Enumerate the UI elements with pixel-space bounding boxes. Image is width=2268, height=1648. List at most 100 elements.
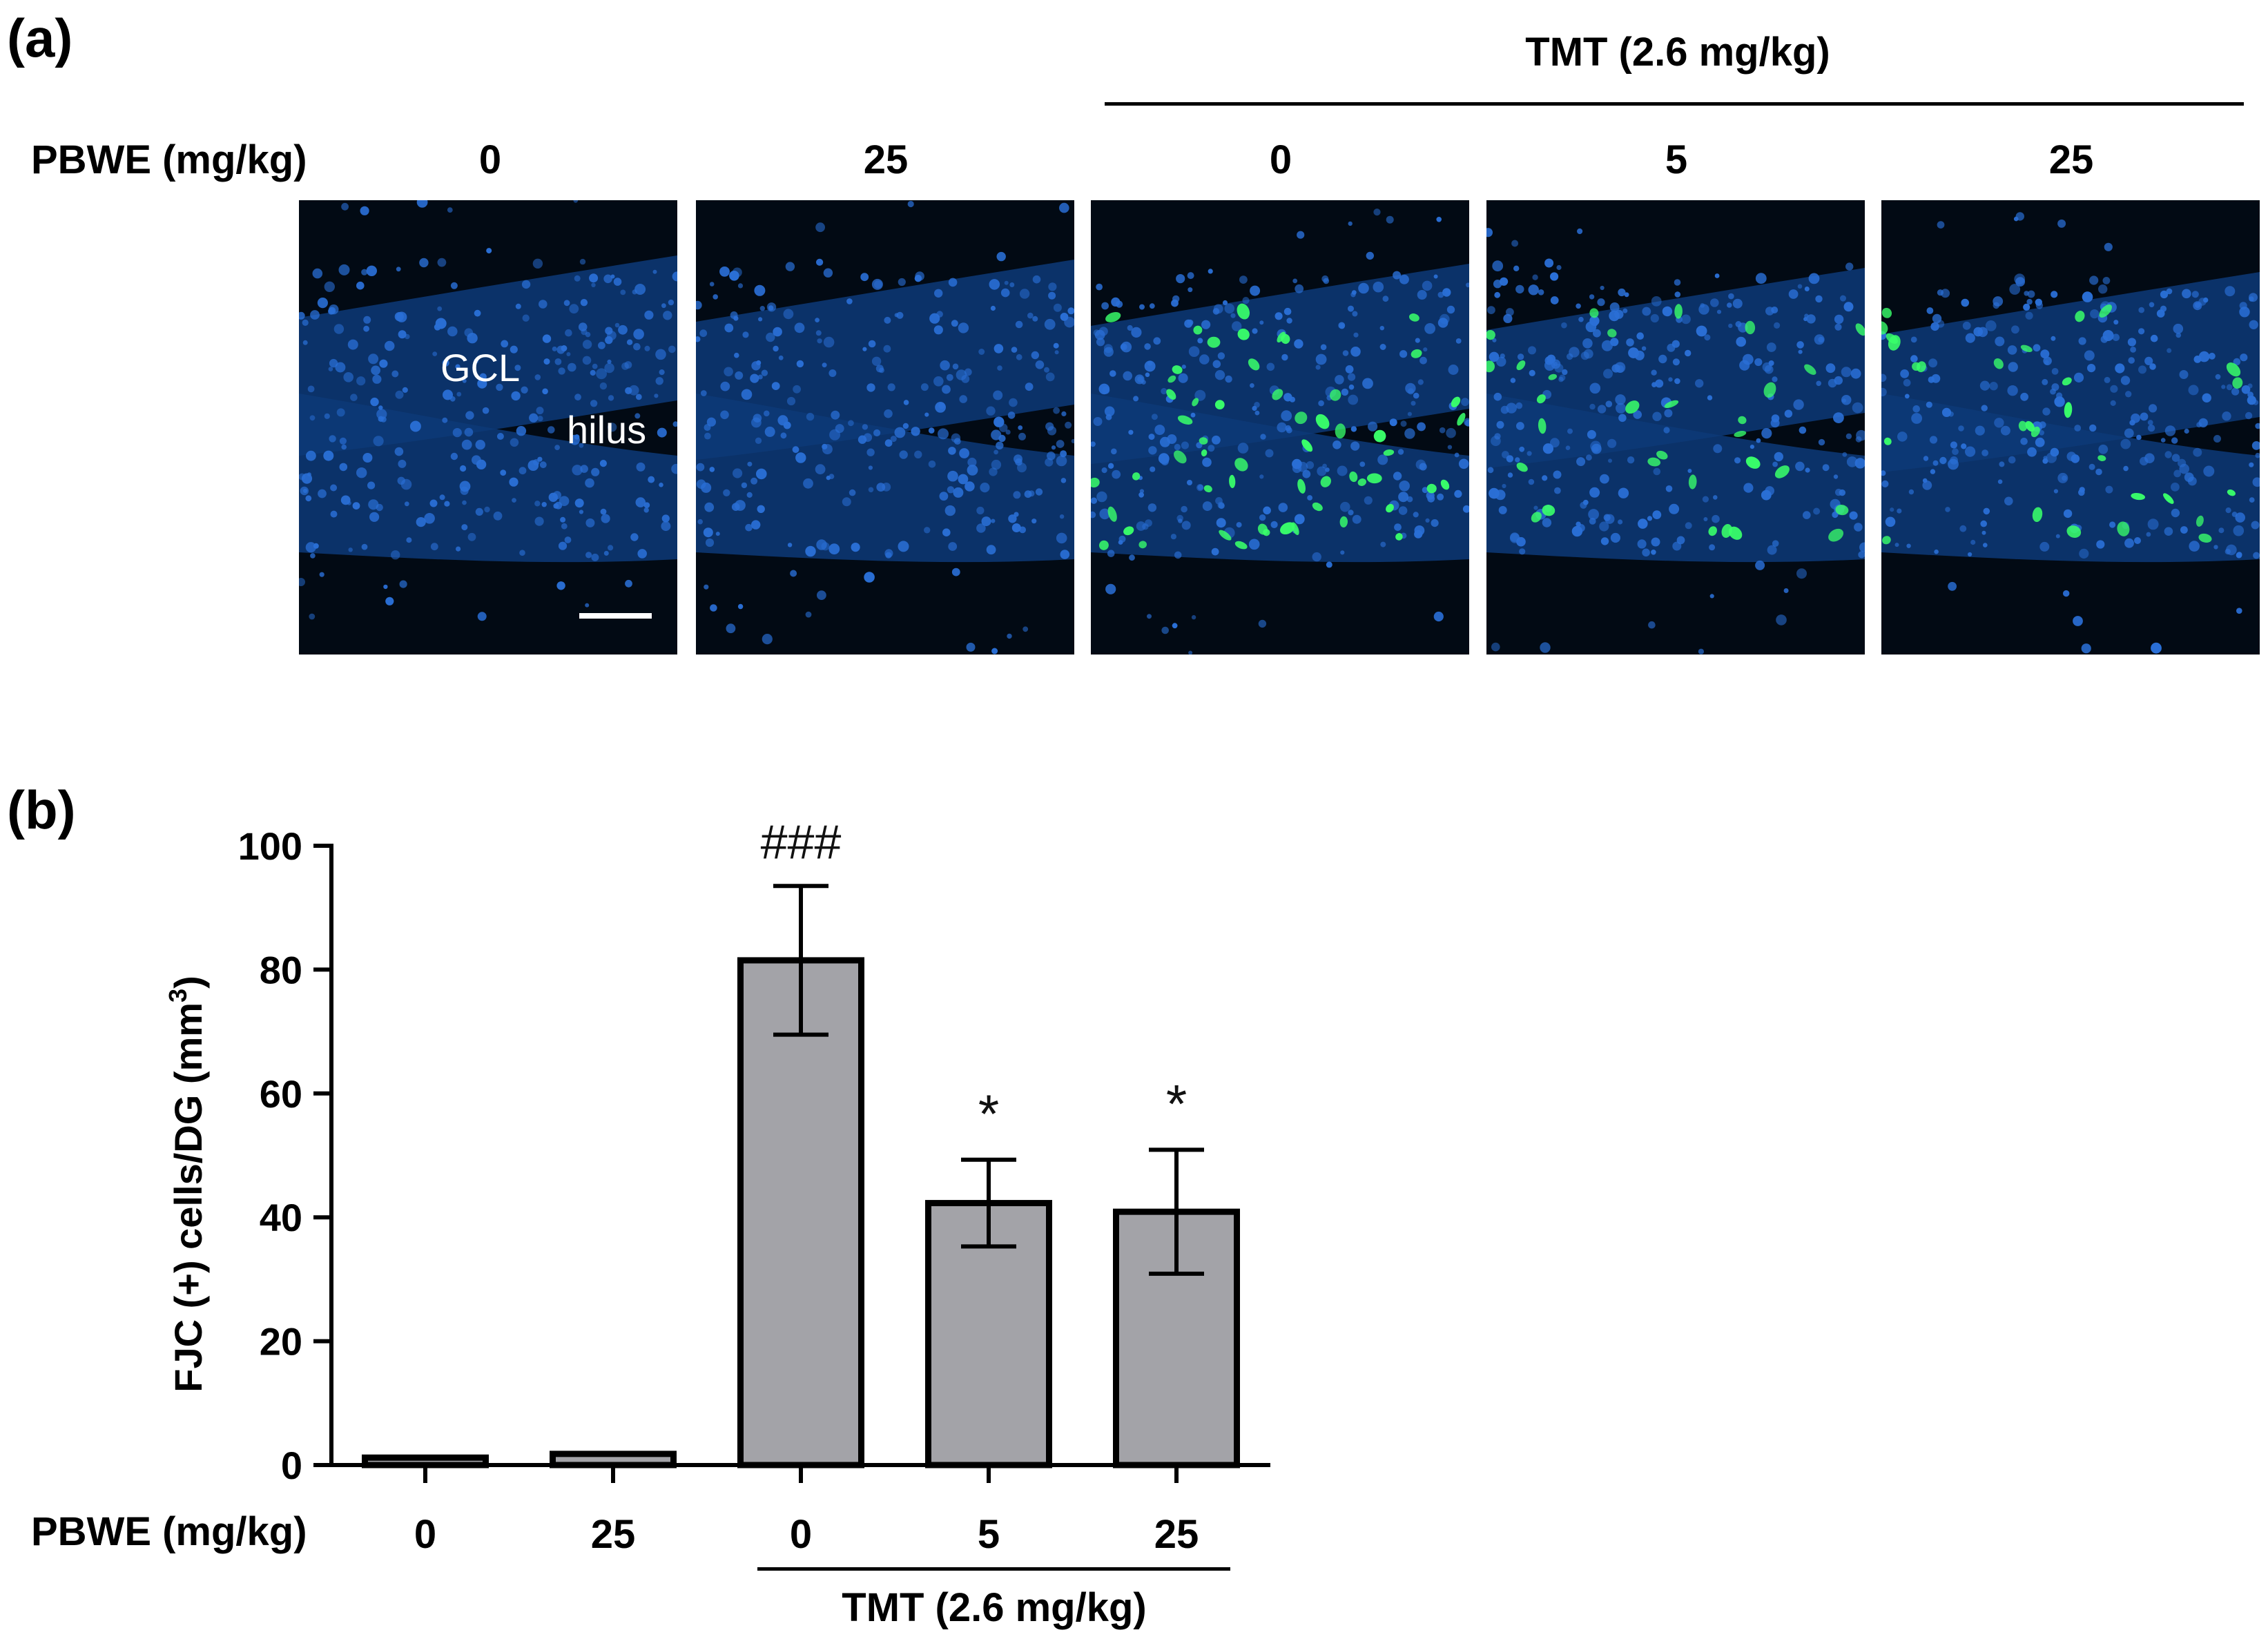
nucleus [1941, 407, 1952, 417]
nucleus [305, 542, 316, 553]
nucleus [579, 258, 586, 265]
nucleus [1487, 467, 1494, 474]
nucleus [1252, 328, 1258, 334]
nucleus [1941, 289, 1950, 298]
nucleus [741, 482, 748, 489]
nucleus [1397, 449, 1404, 455]
fjc-positive-cell [2097, 455, 2106, 461]
nucleus [1147, 614, 1152, 619]
nucleus [1850, 368, 1861, 379]
nucleus [1326, 561, 1332, 568]
nucleus [558, 367, 565, 375]
fjc-positive-cell [2064, 402, 2073, 418]
nucleus [1806, 314, 1816, 324]
nucleus [1413, 512, 1419, 518]
nucleus [1628, 347, 1639, 358]
nucleus [2007, 345, 2017, 355]
nucleus [1506, 403, 1517, 414]
nucleus [406, 537, 412, 543]
nucleus [455, 364, 461, 369]
nucleus [371, 365, 380, 376]
nucleus [2239, 307, 2250, 318]
nucleus [730, 311, 738, 319]
nucleus [1815, 295, 1823, 303]
nucleus [822, 362, 827, 368]
fjc-positive-cell [1738, 416, 1747, 425]
nucleus [815, 330, 822, 336]
nucleus [1188, 287, 1193, 293]
nucleus [585, 478, 594, 488]
nucleus [2231, 512, 2238, 517]
nucleus [1930, 322, 1939, 331]
nucleus [2073, 372, 2084, 382]
nucleus [994, 344, 1004, 353]
nucleus [737, 283, 744, 289]
nucleus [933, 376, 944, 387]
nucleus [378, 405, 383, 410]
nucleus [1517, 353, 1524, 360]
nucleus [496, 383, 503, 391]
nucleus [1216, 518, 1226, 528]
nucleus [2081, 643, 2091, 654]
nucleus [2098, 444, 2109, 454]
nucleus [580, 299, 588, 307]
nucleus [1569, 347, 1580, 358]
nucleus [572, 465, 583, 476]
nucleus [2102, 277, 2111, 284]
micrograph-5 [1881, 200, 2260, 655]
nucleus [806, 412, 815, 421]
nucleus [317, 298, 328, 309]
nucleus [2051, 336, 2056, 341]
nucleus [1993, 296, 2004, 307]
nucleus [1071, 438, 1074, 444]
nucleus [537, 416, 543, 422]
nucleus [1104, 406, 1115, 417]
nucleus [1608, 458, 1612, 463]
nucleus [1932, 460, 1939, 466]
nucleus [461, 524, 468, 531]
nucleus [1858, 551, 1865, 559]
nucleus [903, 400, 909, 405]
nucleus [1123, 371, 1132, 381]
nucleus [330, 510, 338, 518]
nucleus [1755, 273, 1767, 284]
nucleus [579, 443, 584, 448]
nucleus [1065, 421, 1072, 429]
nucleus [1364, 496, 1373, 505]
fjc-positive-cell [1172, 365, 1183, 374]
nucleus [404, 501, 409, 507]
nucleus [868, 487, 874, 493]
nucleus [868, 465, 873, 470]
nucleus [1910, 355, 1918, 362]
nucleus [1340, 501, 1350, 512]
nucleus [2020, 392, 2028, 401]
nucleus [2027, 447, 2037, 457]
nucleus [1199, 354, 1210, 365]
nucleus [1652, 510, 1662, 519]
nucleus [1622, 308, 1628, 313]
nucleus [1651, 550, 1656, 555]
nucleus [1502, 483, 1506, 489]
nucleus [607, 359, 612, 364]
nucleus [1018, 432, 1026, 440]
fjc-positive-cell [1457, 413, 1466, 426]
nucleus [2253, 400, 2259, 405]
fjc-positive-cell [1366, 473, 1382, 484]
nucleus [1597, 298, 1605, 307]
fjc-positive-cell [1881, 321, 1888, 335]
nucleus [1109, 370, 1116, 377]
nucleus [1212, 435, 1221, 445]
nucleus [1803, 511, 1811, 519]
nucleus [871, 278, 883, 290]
nucleus [391, 370, 399, 378]
micrograph-1-image [299, 200, 677, 655]
fjc-positive-cell [1912, 362, 1921, 371]
nucleus [396, 266, 401, 272]
nucleus [2236, 552, 2242, 559]
nucleus [823, 268, 833, 278]
nucleus [1067, 307, 1074, 315]
nucleus [1519, 548, 1526, 555]
nucleus [554, 358, 562, 365]
nucleus [1609, 310, 1620, 322]
